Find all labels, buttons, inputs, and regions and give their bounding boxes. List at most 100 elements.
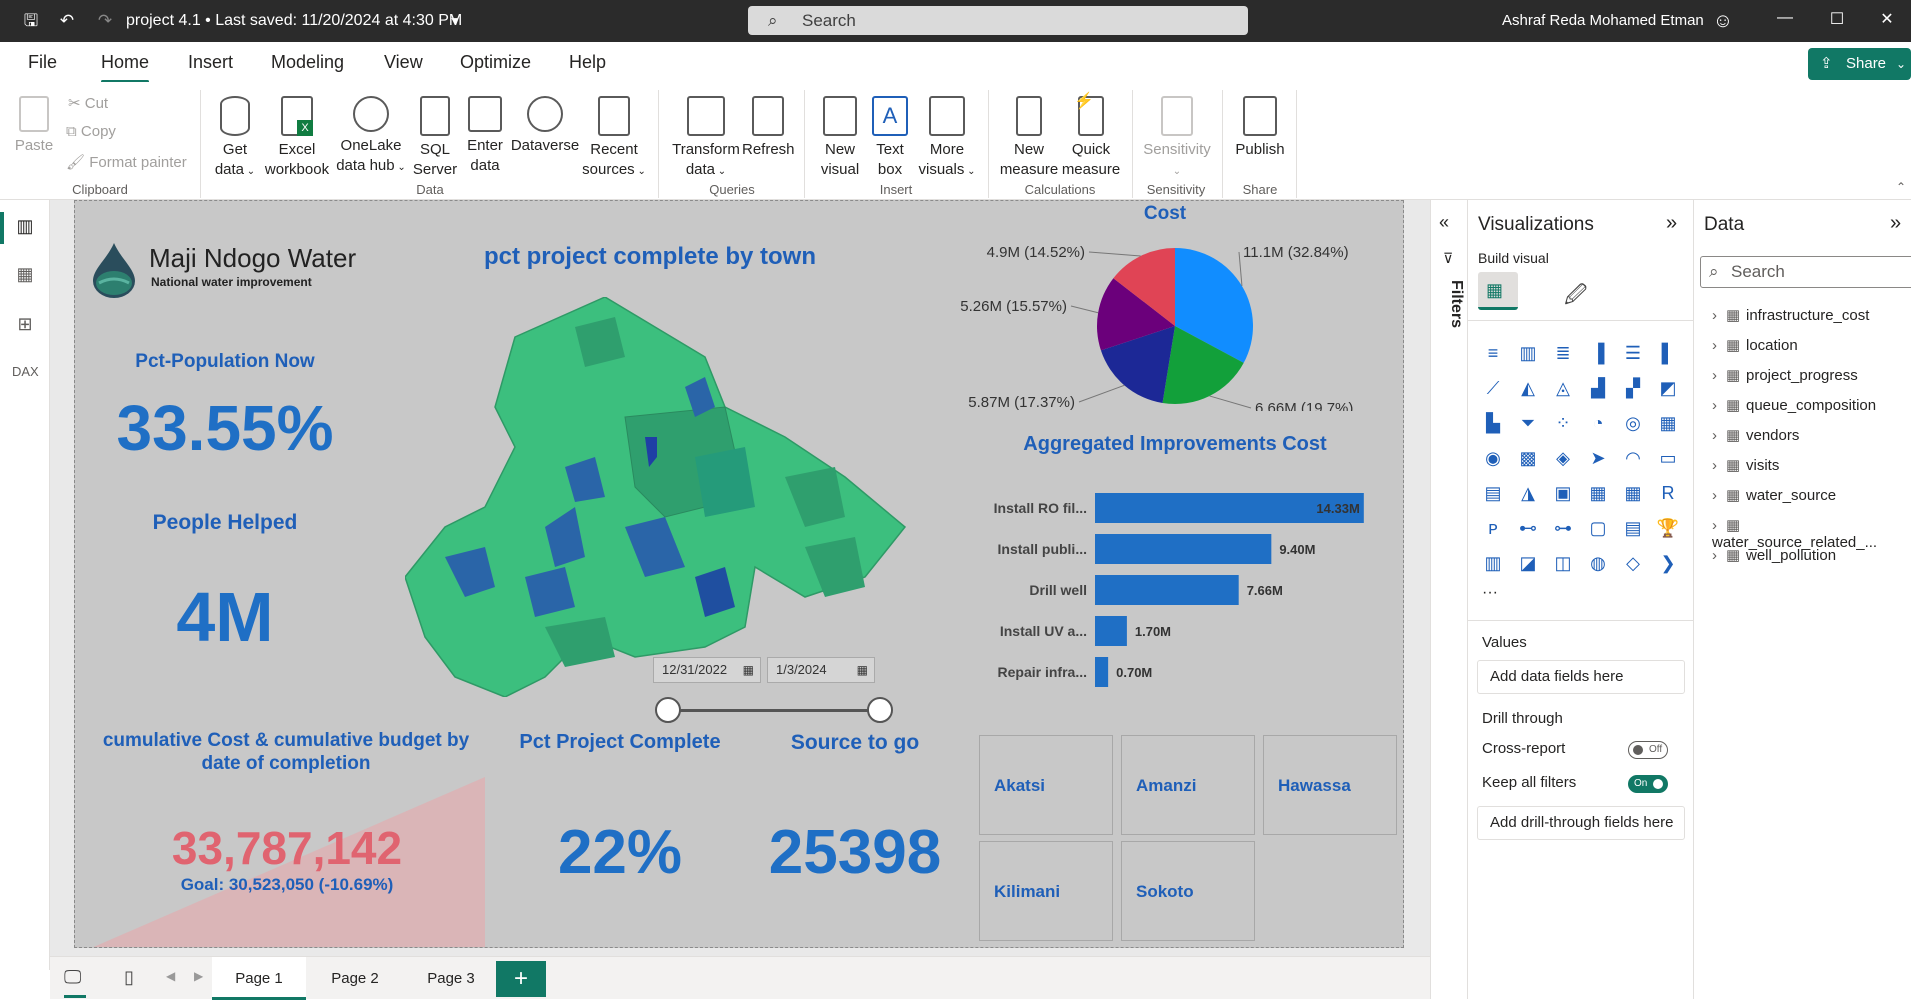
gauge-icon[interactable]: ◠ <box>1625 448 1641 468</box>
sensitivity-button[interactable]: Sensitivity ⌄ <box>1140 96 1214 182</box>
build-visual-tab[interactable]: ▦ <box>1478 272 1518 310</box>
bar[interactable] <box>1095 493 1364 523</box>
table-icon[interactable]: ▦ <box>1589 483 1607 503</box>
collapse-ribbon-icon[interactable]: ⌃ <box>1896 180 1907 194</box>
table-item[interactable]: › ▦ infrastructure_cost <box>1712 306 1869 324</box>
search-input[interactable]: ⌕ Search <box>748 6 1248 35</box>
pie-slice[interactable] <box>1100 326 1175 403</box>
chevron-right-icon[interactable]: › <box>1712 487 1717 504</box>
table-item[interactable]: › ▦ well_pollution <box>1712 546 1836 564</box>
map-region[interactable] <box>805 537 865 597</box>
menu-optimize[interactable]: Optimize <box>460 52 532 72</box>
cost-pie-chart[interactable]: 11.1M (32.84%) 6.66M (19.7%) 5.87M (17.37%… <box>955 221 1395 411</box>
dax-query-icon[interactable]: DAX <box>12 364 39 379</box>
publish-button[interactable]: Publish <box>1230 96 1290 160</box>
menu-view[interactable]: View <box>384 52 423 72</box>
collapse-filters-icon[interactable]: « <box>1439 212 1450 232</box>
more-visuals-button[interactable]: More visuals ⌄ <box>916 96 978 182</box>
clustered-column-icon[interactable]: ▐ <box>1591 343 1605 363</box>
redo-icon[interactable]: ↷ <box>97 11 113 30</box>
chevron-right-icon[interactable]: › <box>1712 307 1717 324</box>
chevron-right-icon[interactable]: › <box>1712 457 1717 474</box>
shape-map-icon[interactable]: ◈ <box>1556 448 1570 468</box>
stacked-bar-icon[interactable]: ≡ <box>1487 343 1499 363</box>
keep-filters-toggle[interactable]: On <box>1628 775 1668 793</box>
model-view-icon[interactable]: ⊞ <box>17 314 33 334</box>
kpi-icon[interactable]: ◮ <box>1521 483 1535 503</box>
document-title[interactable]: project 4.1 • Last saved: 11/20/2024 at … <box>126 12 463 29</box>
line-clustered-icon[interactable]: ▞ <box>1626 378 1640 398</box>
cross-report-toggle[interactable]: Off <box>1628 741 1668 759</box>
key-influencers-icon[interactable]: ⊷ <box>1519 518 1537 538</box>
pie-slice[interactable] <box>1162 326 1244 404</box>
slicer-icon[interactable]: ▣ <box>1554 483 1572 503</box>
card-icon[interactable]: ▭ <box>1659 448 1677 468</box>
town-button-amanzi[interactable]: Amanzi <box>1121 735 1255 835</box>
line-column-icon[interactable]: ▟ <box>1591 378 1605 398</box>
100-bar-icon[interactable]: ☰ <box>1624 343 1642 363</box>
data-search-input[interactable]: ⌕ Search <box>1700 256 1911 288</box>
map-region[interactable] <box>625 517 685 577</box>
decomposition-tree-icon[interactable]: ⊶ <box>1554 518 1572 538</box>
line-chart-icon[interactable]: ⟋ <box>1486 378 1500 398</box>
page-tab-2[interactable]: Page 2 <box>331 970 379 987</box>
ribbon-chart-icon[interactable]: ◩ <box>1659 378 1677 398</box>
chevron-icon[interactable]: ❯ <box>1660 553 1676 573</box>
map-region[interactable] <box>545 507 585 567</box>
pie-slice[interactable] <box>1097 278 1175 351</box>
pie-slice[interactable] <box>1113 248 1175 326</box>
excel-workbook-button[interactable]: X Excel workbook <box>262 96 332 180</box>
table-item[interactable]: › ▦ vendors <box>1712 426 1799 444</box>
format-painter-button[interactable]: 🖌 Format painter <box>66 153 187 171</box>
azure-map-icon[interactable]: ➤ <box>1590 448 1606 468</box>
save-icon[interactable]: 🖫 <box>23 11 39 30</box>
map-region[interactable] <box>545 617 615 667</box>
bar[interactable] <box>1095 657 1109 687</box>
pie-slice[interactable] <box>1175 248 1253 363</box>
user-name[interactable]: Ashraf Reda Mohamed Etman <box>1502 12 1704 29</box>
sql-server-button[interactable]: SQL Server <box>412 96 458 180</box>
enter-data-button[interactable]: Enter data <box>462 96 508 176</box>
multi-row-card-icon[interactable]: ▤ <box>1484 483 1502 503</box>
drill-through-well[interactable]: Add drill-through fields here <box>1477 806 1685 840</box>
chevron-right-icon[interactable]: › <box>1712 367 1717 384</box>
table-view-icon[interactable]: ▦ <box>16 264 34 284</box>
chevron-down-icon[interactable]: ▼ <box>449 14 461 28</box>
town-button-hawassa[interactable]: Hawassa <box>1263 735 1397 835</box>
close-icon[interactable]: ✕ <box>1880 11 1894 28</box>
chevron-right-icon[interactable]: › <box>1712 427 1717 444</box>
minimize-icon[interactable]: — <box>1777 9 1793 26</box>
treemap-icon[interactable]: ▦ <box>1659 413 1677 433</box>
filters-pane[interactable]: « ⊽ Filters <box>1430 200 1468 999</box>
python-icon[interactable]: ᴘ <box>1488 518 1498 538</box>
share-button[interactable]: ⇪ Share ⌄ <box>1808 48 1911 80</box>
values-well[interactable]: Add data fields here <box>1477 660 1685 694</box>
menu-home[interactable]: Home <box>101 52 150 72</box>
menu-help[interactable]: Help <box>569 52 607 72</box>
funnel-icon[interactable]: ⏷ <box>1520 413 1536 433</box>
bar[interactable] <box>1095 534 1272 564</box>
new-visual-button[interactable]: New visual <box>816 96 864 180</box>
copy-button[interactable]: ⧉ Copy <box>66 123 116 140</box>
power-apps-icon[interactable]: ◪ <box>1519 553 1537 573</box>
transform-data-button[interactable]: Transform data ⌄ <box>670 96 742 182</box>
table-item[interactable]: › ▦ visits <box>1712 456 1779 474</box>
chevron-right-icon[interactable]: › <box>1712 547 1717 564</box>
menu-modeling[interactable]: Modeling <box>271 52 345 72</box>
recent-sources-button[interactable]: Recent sources ⌄ <box>580 96 648 182</box>
r-visual-icon[interactable]: R <box>1661 483 1675 503</box>
area-chart-icon[interactable]: ◭ <box>1521 378 1535 398</box>
menu-file[interactable]: File <box>28 52 58 72</box>
arcgis-icon[interactable]: ◍ <box>1590 553 1606 573</box>
desktop-layout-icon[interactable]: 🖵 <box>64 967 82 987</box>
map-region[interactable] <box>695 447 755 517</box>
next-page-icon[interactable]: ▶ <box>194 969 204 983</box>
stacked-column-icon[interactable]: ▥ <box>1519 343 1537 363</box>
bar[interactable] <box>1095 575 1239 605</box>
more-options-icon[interactable]: ··· <box>1482 584 1498 601</box>
power-automate-icon[interactable]: ◫ <box>1554 553 1572 573</box>
page-tab-3[interactable]: Page 3 <box>427 970 475 987</box>
table-item[interactable]: › ▦water_source_related_... <box>1712 516 1911 551</box>
maximize-icon[interactable]: ☐ <box>1829 11 1845 28</box>
date-slider-handle-end[interactable] <box>867 697 893 723</box>
